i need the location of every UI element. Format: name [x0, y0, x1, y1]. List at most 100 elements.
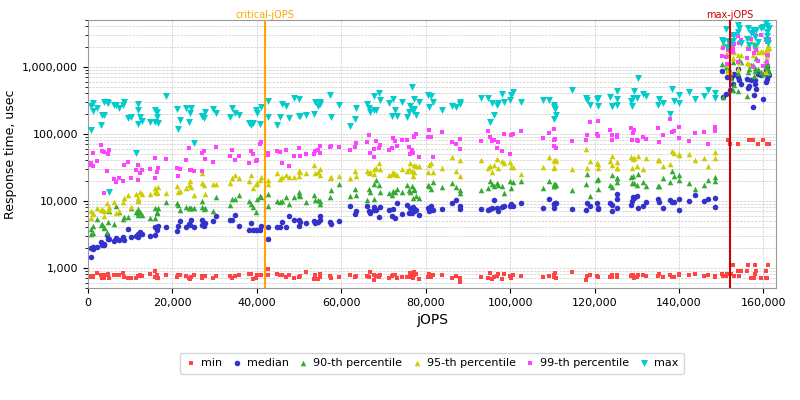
min [117, 270, 130, 276]
median [756, 96, 769, 102]
min [506, 272, 519, 278]
max [242, 120, 255, 126]
99-th percentile [606, 132, 618, 138]
max [543, 97, 556, 104]
99-th percentile [404, 151, 417, 157]
max [174, 117, 186, 124]
95-th percentile [254, 177, 266, 183]
90-th percentile [293, 192, 306, 198]
90-th percentile [84, 230, 97, 237]
max [254, 104, 267, 110]
min [732, 268, 745, 274]
max [95, 121, 108, 128]
95-th percentile [625, 154, 638, 160]
median [117, 234, 130, 241]
99-th percentile [391, 143, 404, 149]
max [482, 95, 494, 102]
min [254, 272, 267, 278]
99-th percentile [100, 168, 113, 174]
max [314, 101, 326, 107]
95-th percentile [760, 68, 773, 75]
min [350, 273, 362, 279]
99-th percentile [749, 44, 762, 51]
min [404, 270, 417, 276]
90-th percentile [386, 191, 398, 198]
median [630, 192, 643, 199]
max [368, 93, 381, 99]
max [610, 87, 623, 94]
median [760, 70, 773, 77]
99-th percentile [689, 130, 702, 136]
99-th percentile [506, 131, 519, 137]
99-th percentile [113, 175, 126, 181]
90-th percentile [367, 181, 380, 188]
median [663, 197, 676, 203]
90-th percentile [610, 175, 623, 181]
max [410, 112, 422, 118]
99-th percentile [84, 160, 97, 166]
95-th percentile [454, 173, 466, 179]
max [566, 86, 578, 93]
95-th percentile [86, 211, 99, 218]
95-th percentile [323, 174, 336, 181]
99-th percentile [293, 144, 306, 151]
max [229, 110, 242, 116]
min [611, 272, 624, 278]
95-th percentile [270, 170, 283, 176]
median [640, 198, 653, 205]
max [389, 107, 402, 113]
95-th percentile [756, 49, 769, 55]
95-th percentile [184, 178, 197, 184]
90-th percentile [630, 182, 643, 188]
max [86, 100, 99, 106]
max [425, 93, 438, 100]
median [344, 203, 357, 210]
max [344, 122, 357, 129]
min [581, 273, 594, 280]
99-th percentile [196, 150, 209, 156]
max [86, 108, 99, 114]
max [407, 96, 420, 103]
90-th percentile [150, 210, 163, 216]
max [184, 110, 197, 116]
90-th percentile [425, 186, 438, 192]
max [406, 108, 419, 114]
90-th percentile [131, 209, 144, 216]
median [98, 242, 110, 248]
95-th percentile [446, 154, 458, 160]
90-th percentile [656, 175, 669, 181]
95-th percentile [170, 183, 183, 189]
90-th percentile [717, 94, 730, 100]
95-th percentile [151, 183, 164, 190]
99-th percentile [386, 144, 398, 151]
median [637, 203, 650, 210]
90-th percentile [131, 206, 144, 212]
min [308, 276, 321, 283]
max [760, 29, 773, 35]
99-th percentile [233, 153, 246, 159]
95-th percentile [726, 54, 739, 61]
95-th percentile [174, 188, 186, 194]
max [630, 95, 643, 101]
min [630, 274, 643, 280]
median [652, 199, 665, 205]
min [566, 269, 578, 276]
90-th percentile [723, 68, 736, 74]
min [717, 273, 730, 280]
max [363, 108, 376, 115]
95-th percentile [226, 174, 238, 181]
95-th percentile [632, 152, 645, 159]
99-th percentile [702, 141, 714, 147]
median [751, 71, 764, 77]
99-th percentile [591, 133, 604, 139]
95-th percentile [242, 178, 255, 185]
99-th percentile [495, 148, 508, 154]
90-th percentile [760, 61, 773, 68]
median [312, 219, 325, 226]
95-th percentile [652, 157, 665, 164]
90-th percentile [407, 187, 420, 194]
95-th percentile [86, 210, 99, 216]
median [288, 216, 301, 223]
95-th percentile [130, 190, 142, 197]
max [732, 22, 745, 28]
